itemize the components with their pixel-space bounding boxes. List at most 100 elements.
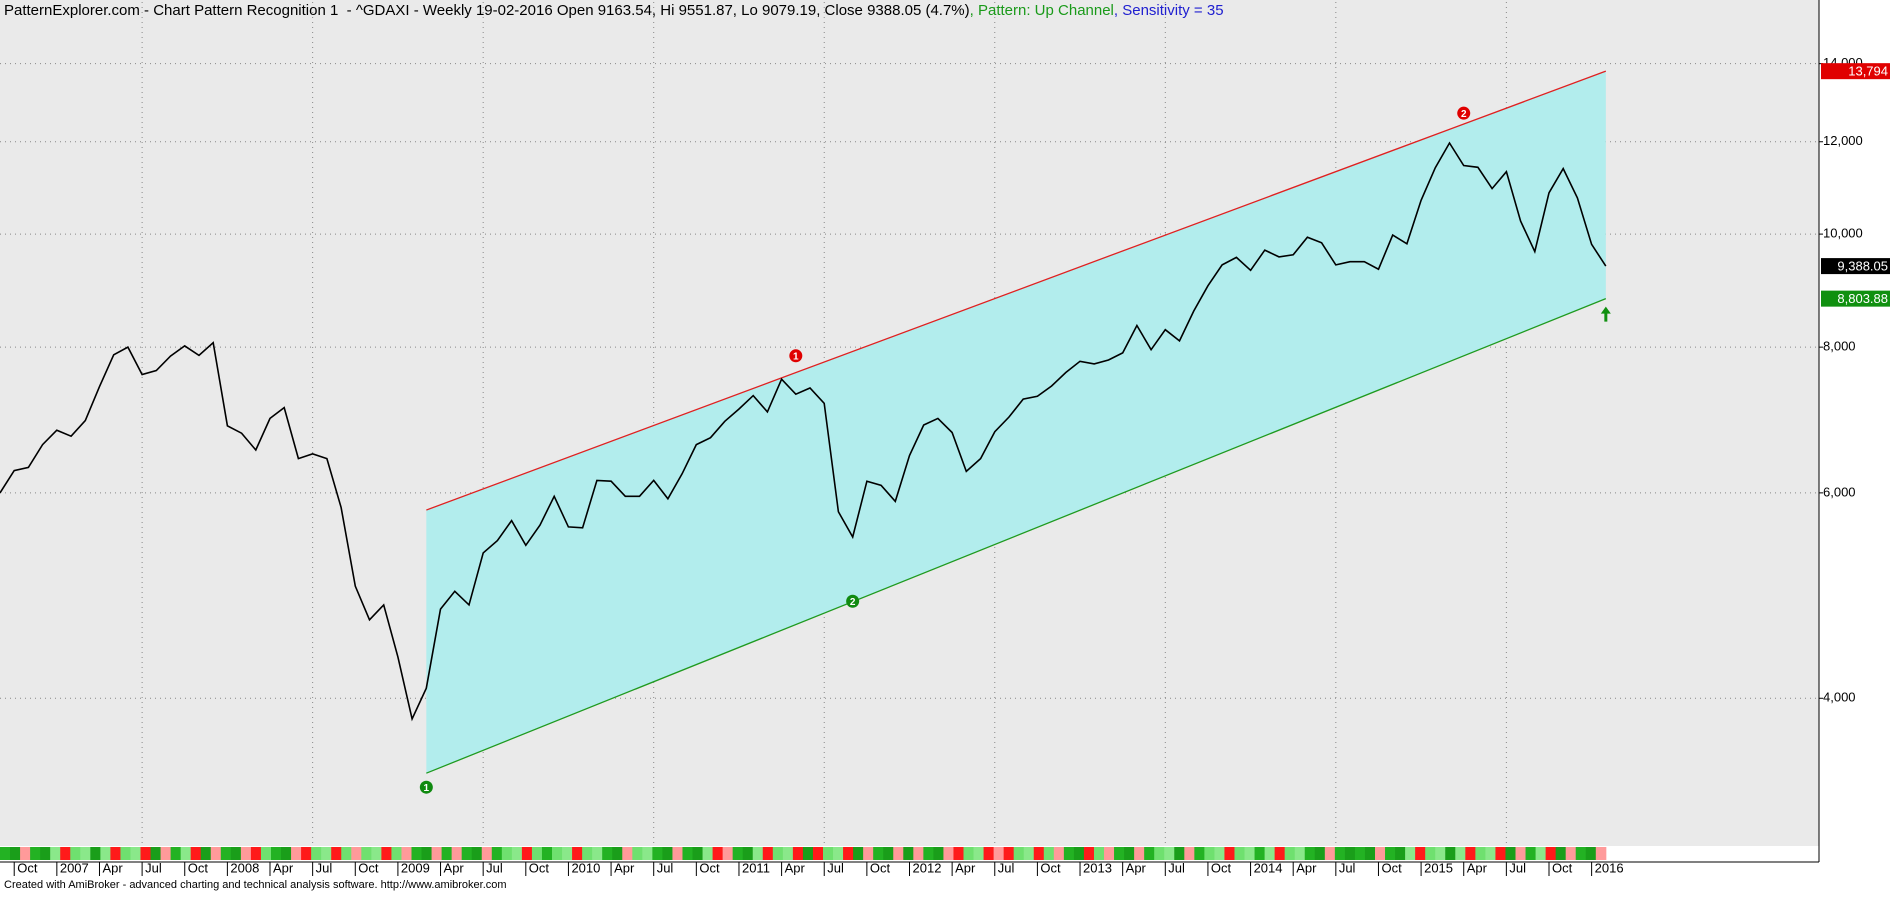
strip-cell [511, 847, 523, 860]
strip-cell [491, 847, 503, 860]
price-label: 13,794 [1848, 64, 1888, 79]
strip-cell [592, 847, 603, 860]
strip-cell [632, 847, 643, 860]
strip-cell [351, 847, 362, 860]
strip-cell [501, 847, 513, 860]
strip-cell [421, 847, 433, 860]
strip-cell [1525, 847, 1537, 860]
strip-cell [1023, 847, 1035, 860]
x-tick-label: 2014 [1254, 860, 1283, 875]
title: PatternExplorer.com - Chart Pattern Reco… [4, 2, 1224, 19]
strip-cell [30, 847, 41, 860]
x-tick-label: Jul [827, 860, 844, 875]
strip-cell [712, 847, 724, 860]
strip-cell [1515, 847, 1527, 860]
strip-cell [230, 847, 242, 860]
strip-cell [1083, 847, 1095, 860]
strip-cell [1053, 847, 1065, 860]
strip-cell [1234, 847, 1246, 860]
strip-cell [1575, 847, 1587, 860]
x-tick-label: Oct [188, 860, 209, 875]
strip-cell [401, 847, 412, 860]
strip-cell [281, 847, 292, 860]
strip-cell [1154, 847, 1165, 860]
strip-cell [913, 847, 924, 860]
strip-cell [1043, 847, 1055, 860]
y-tick-label: 6,000 [1823, 484, 1856, 499]
strip-cell [782, 847, 794, 860]
strip-cell [1224, 847, 1235, 860]
price-label-box [1821, 290, 1890, 307]
strip-cell [983, 847, 995, 860]
signal-arrow [1600, 306, 1611, 322]
price-label-box [1821, 63, 1890, 80]
strip-cell [662, 847, 673, 860]
x-tick-label: Jul [657, 860, 674, 875]
title-main: PatternExplorer.com - Chart Pattern Reco… [4, 2, 970, 19]
strip-cell [1184, 847, 1195, 860]
strip-cell [291, 847, 302, 860]
strip-cell [381, 847, 392, 860]
strip-cell [270, 847, 282, 860]
strip-cell [130, 847, 142, 860]
strip-cell [1063, 847, 1075, 860]
strip-cell [1455, 847, 1466, 860]
sensitivity-label: , Sensitivity = 35 [1114, 2, 1224, 19]
strip-cell [210, 847, 222, 860]
strip-cell [1374, 847, 1386, 860]
strip-cell [311, 847, 322, 860]
strip-cell [371, 847, 382, 860]
strip-cell [612, 847, 623, 860]
strip-cell [1545, 847, 1557, 860]
strip-cell [1264, 847, 1276, 860]
strip-cell [762, 847, 774, 860]
y-tick-label: 12,000 [1823, 133, 1863, 148]
strip-cell [1114, 847, 1125, 860]
strip-cell [873, 847, 884, 860]
pivot-marker [789, 349, 803, 363]
strip-cell [933, 847, 944, 860]
strip-cell [521, 847, 533, 860]
strip-cell [772, 847, 784, 860]
strip-cell [1144, 847, 1155, 860]
strip-cell [260, 847, 272, 860]
x-tick-label: Oct [1211, 860, 1232, 875]
footer: Created with AmiBroker - advanced charti… [4, 879, 507, 891]
strip-cell [1435, 847, 1446, 860]
strip-cell [250, 847, 262, 860]
strip-cell [531, 847, 543, 860]
strip-cell [150, 847, 162, 860]
strip-cell [20, 847, 31, 860]
x-tick-label: Oct [529, 860, 550, 875]
strip-cell [1334, 847, 1346, 860]
strip-cell [1495, 847, 1506, 860]
strip-cell [742, 847, 754, 860]
strip-cell [1204, 847, 1215, 860]
price-line [0, 141, 1607, 722]
pivot-label: 2 [1461, 109, 1467, 120]
strip-cell [120, 847, 131, 860]
pivot-label: 2 [850, 597, 856, 608]
strip-cell [10, 847, 21, 860]
strip-cell [863, 847, 874, 860]
y-tick-label: 4,000 [1823, 690, 1856, 705]
strip-cell [602, 847, 613, 860]
strip-cell [1003, 847, 1015, 860]
strip-cell [1244, 847, 1256, 860]
strip-cell [1073, 847, 1085, 860]
strip-cell [0, 847, 11, 860]
strip-cell [140, 847, 152, 860]
strip-cell [843, 847, 854, 860]
strip-cell [1093, 847, 1105, 860]
strip-cell [1505, 847, 1517, 860]
x-tick-label: Oct [17, 860, 38, 875]
x-tick-label: Oct [870, 860, 891, 875]
strip-cell [1104, 847, 1115, 860]
strip-cell [1033, 847, 1045, 860]
x-tick-label: 2009 [401, 860, 430, 875]
strip-cell [80, 847, 91, 860]
strip-cell [160, 847, 172, 860]
strip-cell [411, 847, 423, 860]
x-tick-label: Apr [273, 860, 294, 875]
